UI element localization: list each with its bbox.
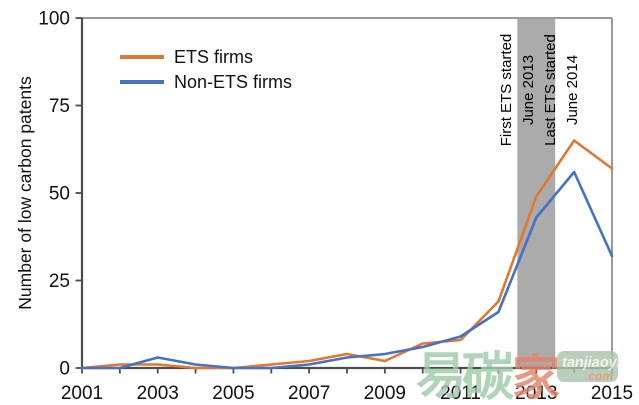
event-annotations: First ETS started June 2013 Last ETS sta… bbox=[498, 34, 581, 147]
x-tick-label: 2013 bbox=[515, 383, 557, 404]
watermark-domain-text: .com bbox=[585, 369, 613, 383]
annotation-last-ets-line2: June 2014 bbox=[564, 55, 581, 125]
watermark-char-jia: 家 bbox=[512, 350, 560, 405]
y-tick-label: 25 bbox=[49, 271, 70, 292]
legend-label-non-ets: Non-ETS firms bbox=[174, 72, 292, 92]
x-tick-label: 2009 bbox=[364, 383, 406, 404]
y-tick-label: 100 bbox=[38, 9, 70, 30]
annotation-first-ets-line2: June 2013 bbox=[520, 55, 537, 125]
legend: ETS firms Non-ETS firms bbox=[120, 47, 292, 92]
ets-firms-line bbox=[80, 139, 614, 370]
series-layer bbox=[80, 139, 614, 370]
watermark: 易 碳 家 tanjiaoyi .com bbox=[416, 347, 622, 405]
x-tick-label: 2005 bbox=[212, 383, 254, 404]
x-tick-label: 2015 bbox=[591, 383, 633, 404]
x-tick-label: 2007 bbox=[288, 383, 330, 404]
x-axis-ticks: 2001 2003 2005 2007 2009 2011 2013 2015 bbox=[61, 368, 633, 404]
y-tick-label: 50 bbox=[49, 184, 70, 205]
y-axis-ticks: 0 25 50 75 100 bbox=[38, 9, 82, 380]
watermark-char-tan: 碳 bbox=[462, 348, 515, 405]
watermark-site-text: tanjiaoyi bbox=[562, 355, 622, 371]
y-tick-label: 75 bbox=[49, 96, 70, 117]
non-ets-firms-line bbox=[80, 170, 614, 370]
event-band-layer bbox=[517, 18, 556, 368]
legend-label-ets: ETS firms bbox=[174, 47, 253, 67]
annotation-last-ets-line1: Last ETS started bbox=[542, 34, 559, 146]
y-axis-title: Number of low carbon patents bbox=[15, 76, 35, 310]
x-tick-label: 2003 bbox=[137, 383, 179, 404]
watermark-badge bbox=[557, 351, 618, 382]
watermark-char-yi: 易 bbox=[416, 347, 466, 405]
x-tick-label: 2001 bbox=[61, 383, 103, 404]
x-tick-label: 2011 bbox=[440, 383, 481, 404]
annotation-first-ets-line1: First ETS started bbox=[498, 34, 515, 147]
ets-start-period-band bbox=[517, 18, 556, 368]
y-tick-label: 0 bbox=[59, 359, 70, 380]
